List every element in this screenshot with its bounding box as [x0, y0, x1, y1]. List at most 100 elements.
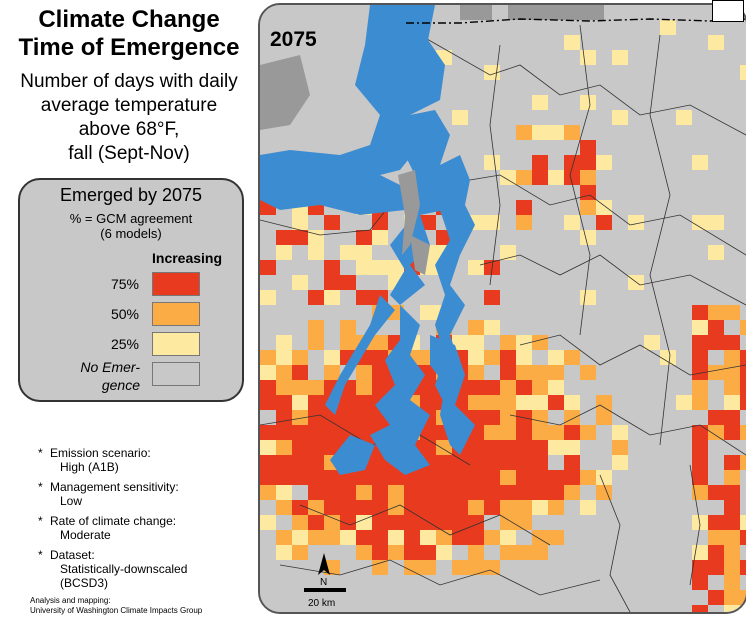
emergence-cell: [708, 515, 724, 530]
emergence-cell: [580, 200, 596, 215]
note-dataset-value-2: (BCSD3): [60, 576, 109, 590]
emergence-cell: [452, 500, 468, 515]
emergence-cell: [436, 470, 452, 485]
emergence-cell: [612, 440, 628, 455]
emergence-cell: [436, 440, 452, 455]
emergence-cell: [372, 560, 388, 575]
emergence-cell: [292, 365, 308, 380]
emergence-cell: [708, 320, 724, 335]
emergence-cell: [324, 530, 340, 545]
emergence-cell: [580, 500, 596, 515]
legend-label-no-emergence: No Emer- gence: [50, 358, 140, 394]
emergence-cell: [452, 335, 468, 350]
legend-subtitle: % = GCM agreement (6 models): [20, 211, 242, 241]
emergence-cell: [324, 440, 340, 455]
emergence-cell: [372, 215, 388, 230]
emergence-cell: [580, 470, 596, 485]
emergence-cell: [292, 350, 308, 365]
emergence-cell: [292, 500, 308, 515]
emergence-cell: [292, 530, 308, 545]
emergence-cell: [740, 455, 746, 470]
emergence-cell: [580, 155, 596, 170]
emergence-cell: [276, 470, 292, 485]
emergence-cell: [724, 335, 740, 350]
emergence-cell: [724, 425, 740, 440]
emergence-cell: [276, 335, 292, 350]
international-border: [406, 18, 746, 24]
emergence-cell: [420, 560, 436, 575]
emergence-cell: [692, 425, 708, 440]
emergence-cell: [468, 530, 484, 545]
emergence-cell: [548, 485, 564, 500]
emergence-cell: [500, 455, 516, 470]
emergence-cell: [452, 515, 468, 530]
south-sound-water: [370, 305, 430, 475]
map-subtitle: Number of days with daily average temper…: [4, 70, 254, 166]
emergence-cell: [692, 215, 708, 230]
emergence-cell: [548, 380, 564, 395]
emergence-cell: [420, 470, 436, 485]
map-frame: N 20 km: [258, 3, 746, 614]
emergence-cell: [420, 380, 436, 395]
emergence-cell: [612, 50, 628, 65]
emergence-cell: [516, 485, 532, 500]
emergence-cell: [308, 440, 324, 455]
emergence-cell: [308, 425, 324, 440]
credit-line-1: Analysis and mapping:: [30, 596, 111, 605]
emergence-cell: [548, 125, 564, 140]
emergence-cell: [260, 290, 276, 305]
emergence-cell: [724, 515, 740, 530]
emergence-cell: [260, 440, 276, 455]
border-cell: [556, 5, 572, 20]
emergence-cell: [308, 380, 324, 395]
emergence-cell: [404, 530, 420, 545]
emergence-cell: [740, 515, 746, 530]
emergence-cell: [372, 545, 388, 560]
emergence-cell: [532, 485, 548, 500]
emergence-cell: [340, 410, 356, 425]
emergence-cell: [468, 320, 484, 335]
emergence-cell: [740, 380, 746, 395]
emergence-cell: [324, 485, 340, 500]
border-cell: [508, 5, 524, 20]
emergence-cell: [324, 365, 340, 380]
emergence-cell: [516, 440, 532, 455]
emergence-cell: [292, 380, 308, 395]
emergence-cell: [564, 455, 580, 470]
emergence-cell: [308, 230, 324, 245]
emergence-cell: [484, 485, 500, 500]
emergence-cell: [500, 365, 516, 380]
emergence-cell: [516, 470, 532, 485]
emergence-cell: [340, 335, 356, 350]
emergence-cell: [532, 95, 548, 110]
emergence-cell: [356, 470, 372, 485]
grid-cells: [260, 5, 746, 612]
emergence-cell: [708, 335, 724, 350]
emergence-cell: [532, 395, 548, 410]
emergence-cell: [516, 545, 532, 560]
emergence-cell: [340, 485, 356, 500]
scenario-notes: * Emission scenario: High (A1B) * Manage…: [38, 446, 187, 596]
emergence-cell: [324, 215, 340, 230]
emergence-cell: [692, 155, 708, 170]
emergence-cell: [564, 125, 580, 140]
emergence-cell: [740, 530, 746, 545]
emergence-cell: [692, 440, 708, 455]
emergence-cell: [420, 530, 436, 545]
emergence-cell: [436, 485, 452, 500]
emergence-cell: [468, 380, 484, 395]
emergence-cell: [516, 455, 532, 470]
emergence-cell: [708, 530, 724, 545]
emergence-cell: [596, 155, 612, 170]
emergence-cell: [740, 605, 746, 612]
legend-swatch-25: [152, 332, 200, 356]
emergence-cell: [372, 515, 388, 530]
emergence-cell: [596, 470, 612, 485]
emergence-cell: [532, 170, 548, 185]
emergence-cell: [724, 545, 740, 560]
emergence-cell: [276, 440, 292, 455]
emergence-cell: [372, 470, 388, 485]
boundary-line: [260, 204, 391, 236]
emergence-cell: [276, 485, 292, 500]
emergence-cell: [676, 395, 692, 410]
